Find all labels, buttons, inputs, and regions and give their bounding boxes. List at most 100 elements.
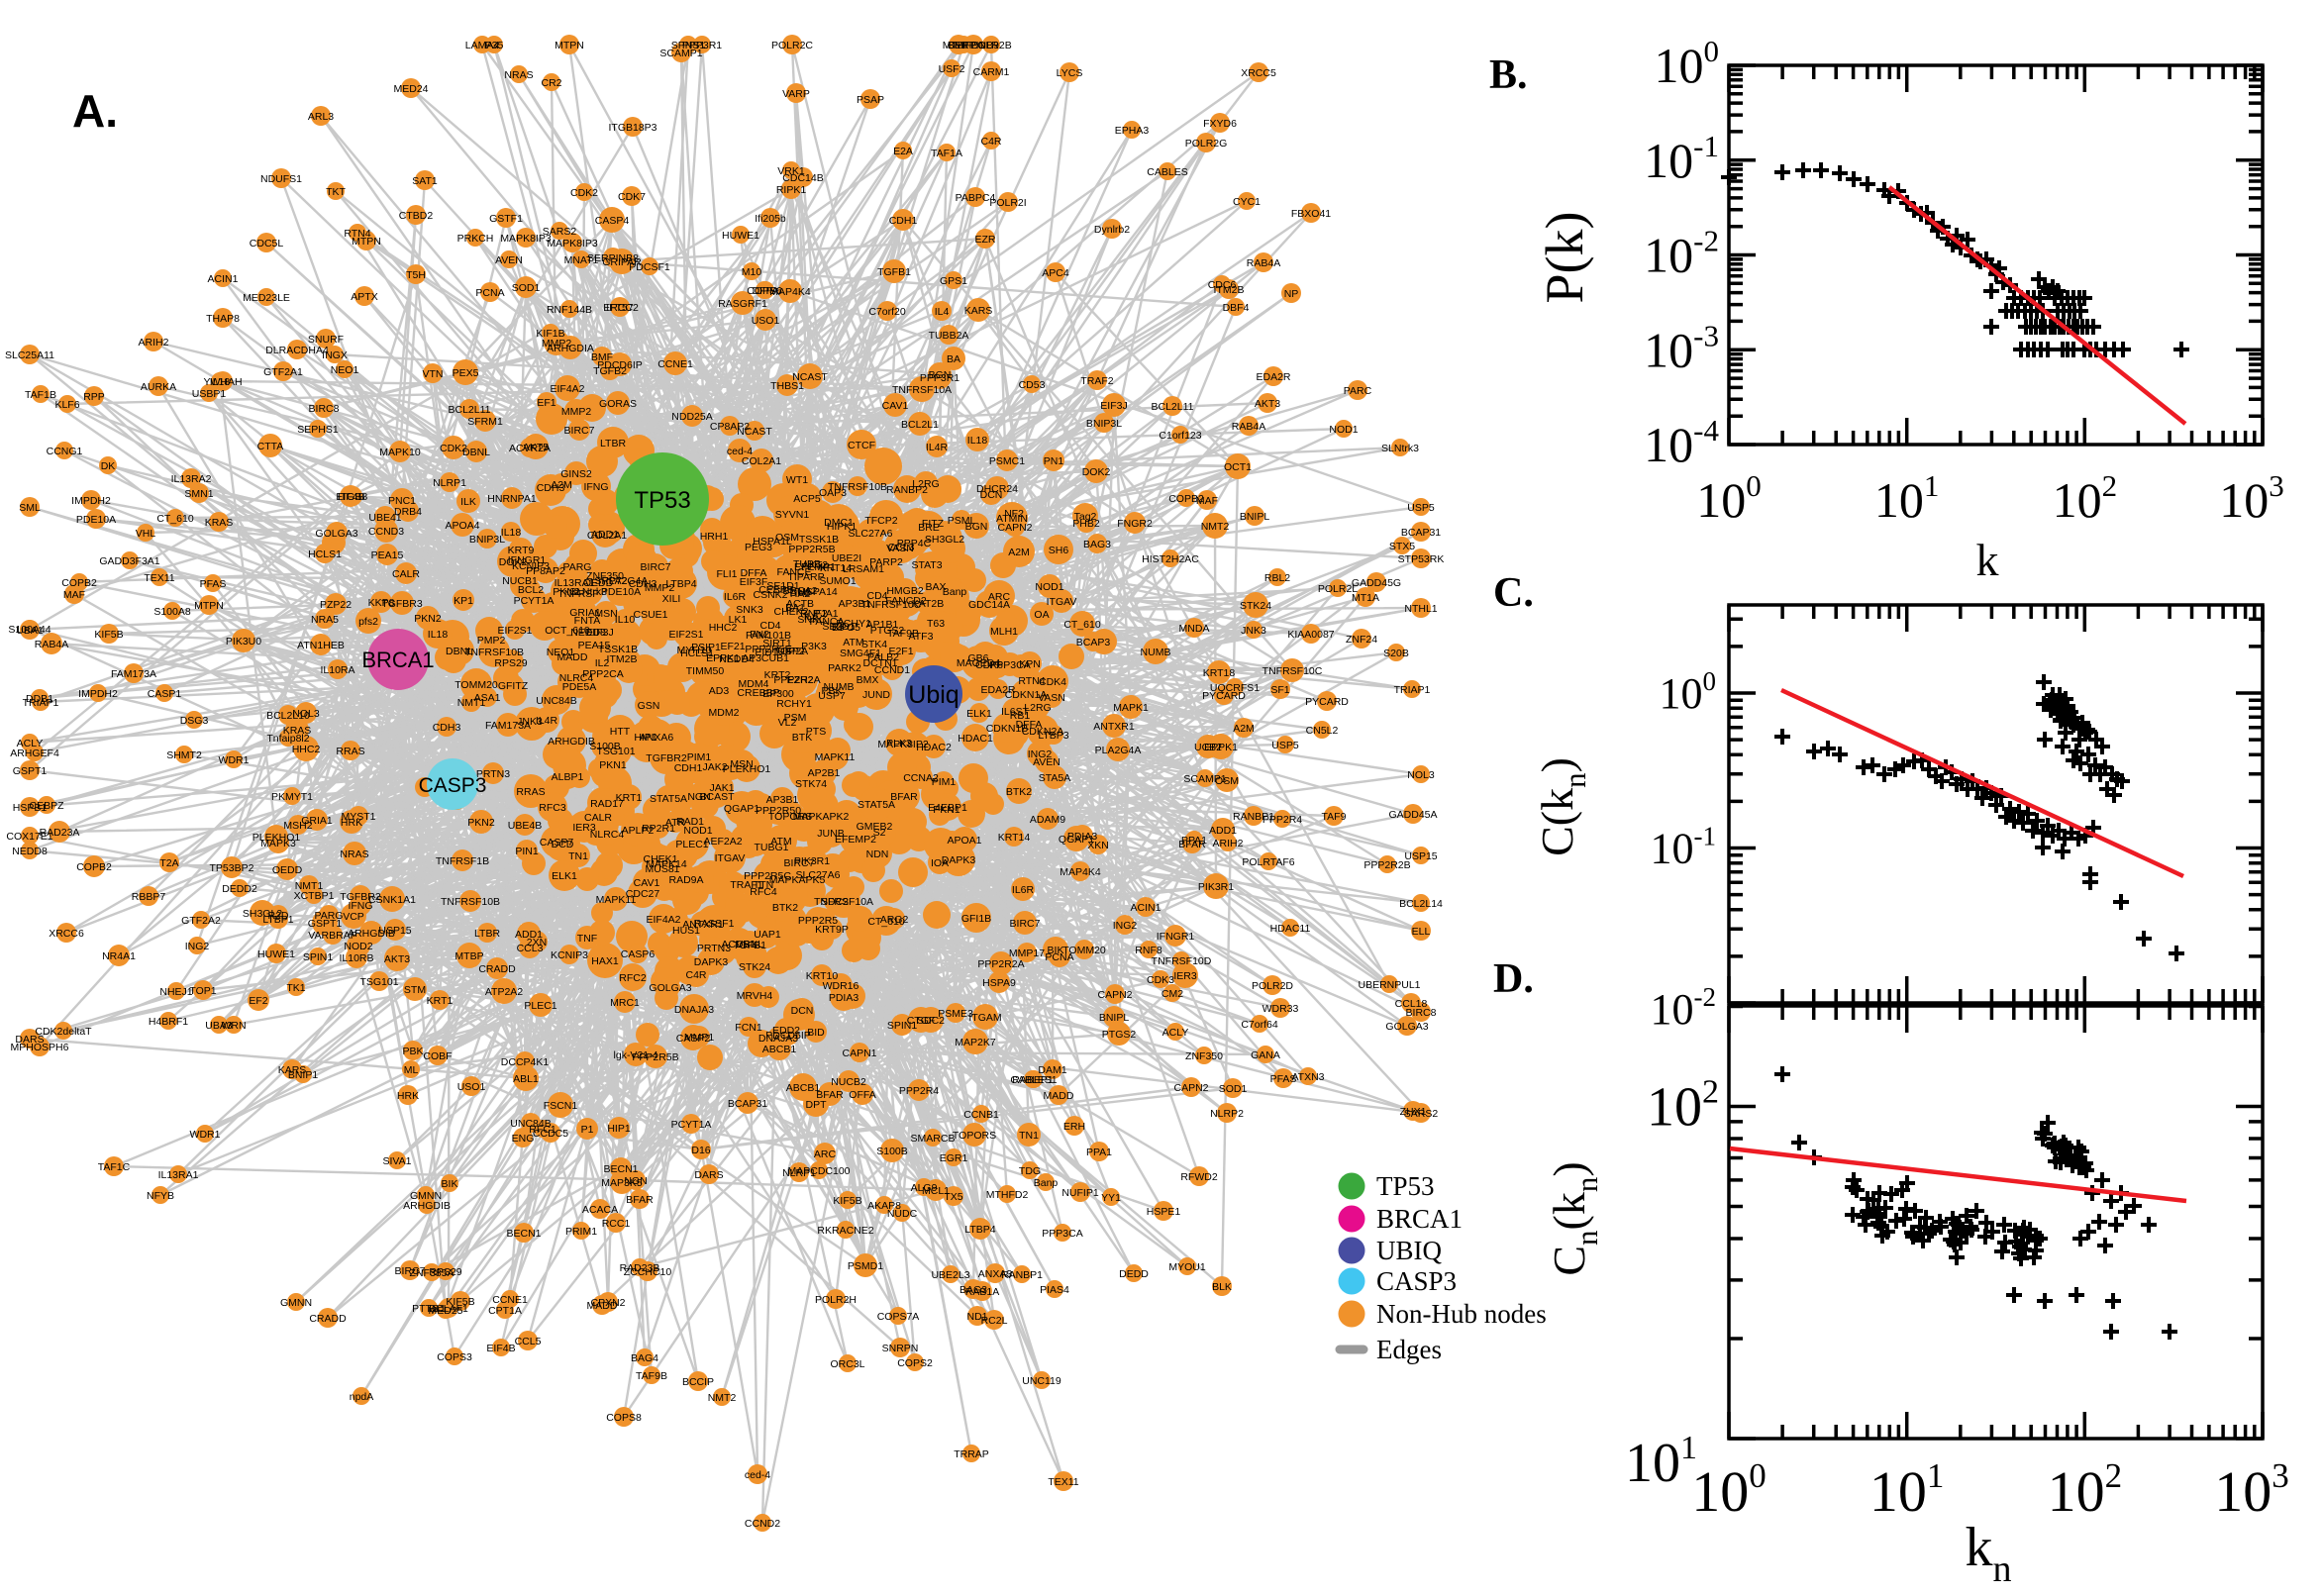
svg-text:CM2: CM2 bbox=[1162, 988, 1183, 1000]
svg-text:RCC1: RCC1 bbox=[602, 1218, 631, 1230]
svg-text:RCHY1: RCHY1 bbox=[836, 618, 871, 630]
svg-text:EP300: EP300 bbox=[762, 688, 794, 700]
svg-text:PIAS4: PIAS4 bbox=[1040, 1284, 1069, 1296]
svg-text:A2M: A2M bbox=[1233, 723, 1255, 735]
svg-text:OEDD: OEDD bbox=[583, 577, 614, 589]
svg-text:IL13RA1: IL13RA1 bbox=[555, 577, 595, 589]
svg-text:DNAJA3: DNAJA3 bbox=[674, 1004, 714, 1016]
svg-text:DCN: DCN bbox=[980, 489, 1003, 501]
svg-text:BRCA2: BRCA2 bbox=[782, 585, 817, 597]
svg-text:THAP8: THAP8 bbox=[206, 313, 240, 325]
svg-text:NUMB: NUMB bbox=[824, 681, 855, 693]
svg-text:HHC2: HHC2 bbox=[292, 744, 321, 755]
svg-text:EZR: EZR bbox=[975, 234, 996, 246]
svg-text:PPP3CA: PPP3CA bbox=[1042, 1228, 1082, 1240]
svg-text:EIF2S1: EIF2S1 bbox=[668, 629, 703, 641]
svg-text:PCNA: PCNA bbox=[1045, 951, 1073, 963]
svg-text:MMP2: MMP2 bbox=[542, 338, 571, 349]
svg-text:CEBPB: CEBPB bbox=[758, 584, 794, 596]
svg-text:NOD1: NOD1 bbox=[1035, 581, 1063, 593]
svg-text:MMP17: MMP17 bbox=[1009, 948, 1045, 959]
svg-text:UBERNPUL1: UBERNPUL1 bbox=[1358, 979, 1420, 991]
svg-text:SOD1: SOD1 bbox=[1219, 1083, 1248, 1095]
svg-text:KIAA0087: KIAA0087 bbox=[1287, 629, 1334, 641]
svg-text:ZCCHC10: ZCCHC10 bbox=[624, 1266, 672, 1278]
svg-text:ITM2B: ITM2B bbox=[607, 653, 638, 665]
svg-text:PCNA: PCNA bbox=[475, 287, 504, 299]
svg-text:UQCRFS1: UQCRFS1 bbox=[1210, 682, 1260, 694]
svg-text:CARM1: CARM1 bbox=[973, 66, 1010, 78]
svg-text:STM: STM bbox=[404, 984, 426, 996]
svg-text:STP53RK: STP53RK bbox=[1398, 553, 1445, 565]
svg-text:EPHA3: EPHA3 bbox=[1115, 125, 1150, 137]
svg-text:GOLGA3: GOLGA3 bbox=[315, 528, 357, 540]
svg-text:USBP1: USBP1 bbox=[192, 388, 227, 400]
svg-text:E2F1: E2F1 bbox=[888, 646, 913, 657]
svg-text:WDR1: WDR1 bbox=[219, 754, 250, 766]
svg-text:HTT: HTT bbox=[610, 726, 631, 738]
svg-text:RAD17: RAD17 bbox=[590, 798, 624, 810]
svg-text:GSPT1: GSPT1 bbox=[13, 765, 48, 777]
svg-text:TRIAP1: TRIAP1 bbox=[23, 697, 59, 709]
svg-text:NEO1: NEO1 bbox=[331, 364, 359, 376]
svg-text:BA1: BA1 bbox=[785, 602, 805, 614]
svg-text:MAPK11: MAPK11 bbox=[596, 894, 637, 906]
svg-text:UBIQ: UBIQ bbox=[1376, 1236, 1442, 1265]
svg-text:CCND1: CCND1 bbox=[874, 664, 910, 676]
svg-text:T2A: T2A bbox=[159, 857, 178, 869]
svg-text:STK24: STK24 bbox=[1240, 600, 1271, 612]
svg-text:WRN: WRN bbox=[221, 1020, 246, 1032]
svg-text:NOL3: NOL3 bbox=[1407, 769, 1435, 781]
svg-text:AURKA: AURKA bbox=[141, 381, 176, 393]
svg-text:Cn(kn): Cn(kn) bbox=[1544, 1161, 1604, 1275]
svg-text:KIF1B: KIF1B bbox=[536, 328, 564, 340]
svg-text:OSM: OSM bbox=[775, 532, 799, 544]
svg-text:Non-Hub nodes: Non-Hub nodes bbox=[1376, 1299, 1547, 1329]
svg-text:SDC2: SDC2 bbox=[821, 896, 849, 908]
svg-text:NOD1: NOD1 bbox=[1329, 424, 1358, 436]
svg-text:C1orf123: C1orf123 bbox=[1159, 430, 1201, 442]
svg-text:SIRT1: SIRT1 bbox=[762, 638, 792, 649]
svg-text:USP5: USP5 bbox=[1271, 740, 1299, 751]
svg-text:MSH2: MSH2 bbox=[283, 820, 312, 832]
svg-text:TP53: TP53 bbox=[1376, 1171, 1435, 1201]
svg-text:PHB2: PHB2 bbox=[1072, 518, 1100, 530]
svg-text:BRCA1: BRCA1 bbox=[1376, 1204, 1463, 1234]
svg-text:BAG3: BAG3 bbox=[1083, 539, 1111, 550]
svg-text:DCTN1: DCTN1 bbox=[862, 657, 897, 669]
svg-text:CTCF: CTCF bbox=[848, 440, 875, 451]
svg-text:TNFRSF10C: TNFRSF10C bbox=[861, 599, 922, 611]
svg-text:TAF9B: TAF9B bbox=[636, 1370, 667, 1382]
svg-text:AVEN: AVEN bbox=[495, 254, 523, 266]
svg-text:TN1: TN1 bbox=[1019, 1130, 1039, 1142]
svg-text:EFEMP1: EFEMP1 bbox=[794, 561, 836, 573]
svg-text:101: 101 bbox=[1625, 1430, 1697, 1494]
svg-text:ING2: ING2 bbox=[185, 941, 210, 952]
svg-text:ZNF350: ZNF350 bbox=[1185, 1050, 1223, 1062]
svg-text:CDK7: CDK7 bbox=[618, 191, 646, 203]
svg-text:TN1: TN1 bbox=[568, 850, 588, 862]
svg-text:RAB4A: RAB4A bbox=[1247, 257, 1280, 269]
svg-text:MADD: MADD bbox=[557, 651, 588, 663]
svg-text:SF1: SF1 bbox=[1270, 684, 1289, 696]
svg-text:CCND3: CCND3 bbox=[368, 526, 404, 538]
svg-text:STAT5A: STAT5A bbox=[858, 799, 895, 811]
svg-text:XRCC5: XRCC5 bbox=[1241, 67, 1276, 79]
svg-text:MAP4K4: MAP4K4 bbox=[1060, 866, 1101, 878]
svg-text:D.: D. bbox=[1493, 956, 1534, 1002]
svg-text:HSPA1L: HSPA1L bbox=[753, 536, 792, 548]
svg-text:S20B: S20B bbox=[1383, 648, 1409, 659]
svg-text:DCN: DCN bbox=[791, 1005, 814, 1017]
svg-text:KIF5B: KIF5B bbox=[446, 1296, 474, 1308]
svg-text:USO1: USO1 bbox=[752, 315, 780, 327]
svg-text:GRIA1: GRIA1 bbox=[569, 607, 601, 619]
svg-text:CABLES1: CABLES1 bbox=[1010, 1074, 1057, 1086]
svg-text:GMEB2: GMEB2 bbox=[857, 821, 893, 833]
svg-text:PPP2R5B: PPP2R5B bbox=[788, 544, 835, 555]
svg-text:ING2: ING2 bbox=[1028, 748, 1053, 760]
svg-text:CHEK2: CHEK2 bbox=[773, 606, 808, 618]
svg-text:USO1: USO1 bbox=[457, 1081, 486, 1093]
svg-text:NUCB2: NUCB2 bbox=[831, 1076, 866, 1088]
svg-text:CAV1: CAV1 bbox=[634, 877, 660, 889]
svg-text:EIF3F: EIF3F bbox=[740, 576, 768, 588]
